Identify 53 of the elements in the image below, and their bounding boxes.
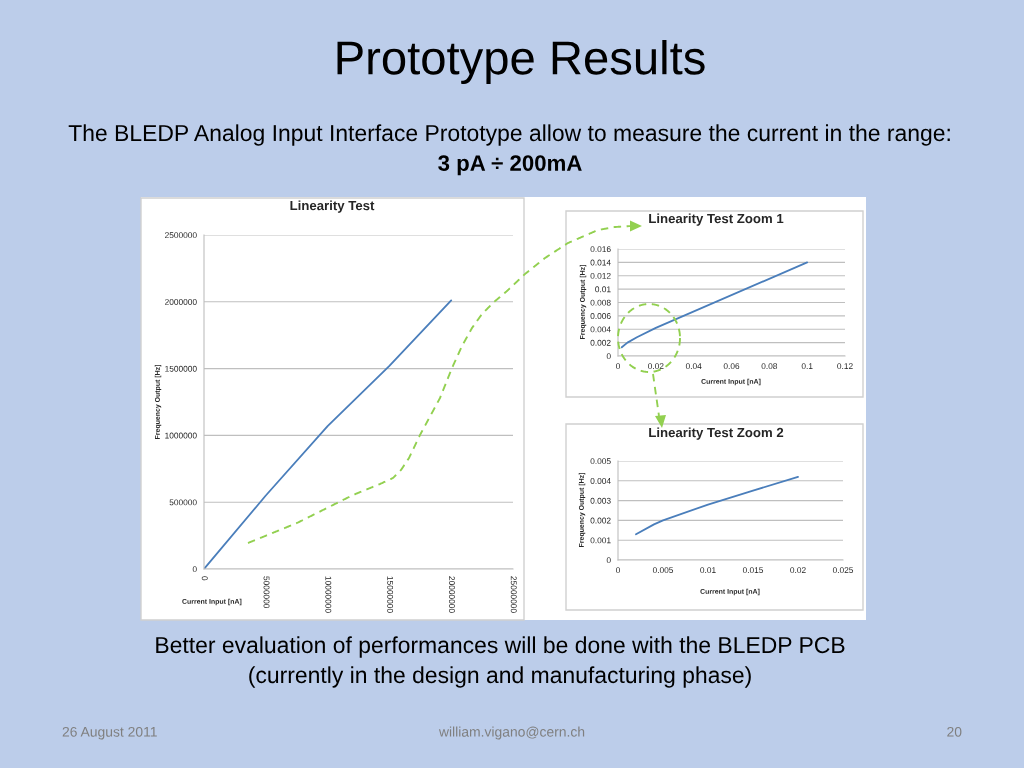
chart-title: Linearity Test Zoom 1 <box>649 213 784 226</box>
x-tick-label: 0.02 <box>790 567 806 574</box>
x-tick-label: 20000000 <box>448 576 455 613</box>
x-tick-label: 0.12 <box>837 363 853 370</box>
y-tick-label: 0.001 <box>590 537 611 544</box>
y-tick-label: 0.002 <box>590 517 611 524</box>
x-tick-label: 0.025 <box>832 567 854 574</box>
x-tick-label: 0.1 <box>801 363 813 370</box>
x-tick-label: 0.08 <box>761 363 778 370</box>
x-tick-label: 0.015 <box>742 567 764 574</box>
x-tick-label: 0.02 <box>648 363 664 370</box>
y-tick-label: 0.01 <box>595 286 611 293</box>
text: william.vigano@cern.ch <box>438 726 585 740</box>
x-tick-label: 0.06 <box>723 363 740 370</box>
y-tick-label: 0.004 <box>590 326 611 333</box>
y-tick-label: 1000000 <box>165 432 197 439</box>
y-tick-label: 0.002 <box>590 339 611 346</box>
x-tick-label: 0.005 <box>652 567 674 574</box>
y-tick-label: 0.012 <box>590 272 611 279</box>
y-tick-label: 1500000 <box>165 365 197 372</box>
y-tick-label: 2000000 <box>165 299 197 305</box>
text: The BLEDP Analog Input Interface Prototype allow to measure the current in the range: <box>68 124 950 146</box>
text: Better evaluation of performances will be done with the BLEDP PCB <box>156 636 845 658</box>
x-tick-label: 25000000 <box>510 576 517 613</box>
x-tick-label: 0 <box>616 363 620 370</box>
x-tick-label: 0 <box>616 567 620 574</box>
text: 26 August 2011 <box>62 726 157 740</box>
y-tick-label: 0.016 <box>590 246 611 253</box>
x-tick-label: 5000000 <box>263 576 270 609</box>
text: 20 <box>947 726 962 737</box>
y-tick-label: 0.004 <box>590 478 611 484</box>
x-tick-label: 0 <box>201 576 208 581</box>
y-tick-label: 0.014 <box>590 259 611 266</box>
y-tick-label: 0.006 <box>590 313 611 319</box>
line-series <box>620 261 809 349</box>
text: (currently in the design and manufacturing phase) <box>249 666 751 688</box>
x-tick-label: 15000000 <box>387 576 394 613</box>
y-tick-label: 0 <box>606 557 611 564</box>
line-series <box>635 475 799 536</box>
x-tick-label: 10000000 <box>325 576 332 613</box>
y-tick-label: 0.005 <box>590 458 611 465</box>
text: 3 pA ÷ 200mA <box>438 155 582 176</box>
x-tick-label: 0.04 <box>685 363 702 370</box>
x-tick-label: 0.01 <box>700 567 716 574</box>
text: Prototype Results <box>337 39 705 85</box>
y-tick-label: 0.003 <box>590 497 611 504</box>
y-tick-label: 0 <box>606 353 611 360</box>
chart-title: Linearity Test Zoom 2 <box>649 427 784 440</box>
chart-title: Linearity Test <box>290 200 375 213</box>
y-tick-label: 500000 <box>169 499 197 506</box>
y-tick-label: 2500000 <box>165 232 197 239</box>
line-series <box>204 299 453 569</box>
y-tick-label: 0.008 <box>590 299 611 306</box>
